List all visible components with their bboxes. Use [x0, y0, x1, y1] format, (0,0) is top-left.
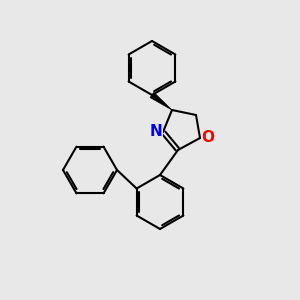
Text: N: N — [150, 124, 162, 139]
Text: O: O — [202, 130, 214, 146]
Polygon shape — [150, 92, 172, 110]
